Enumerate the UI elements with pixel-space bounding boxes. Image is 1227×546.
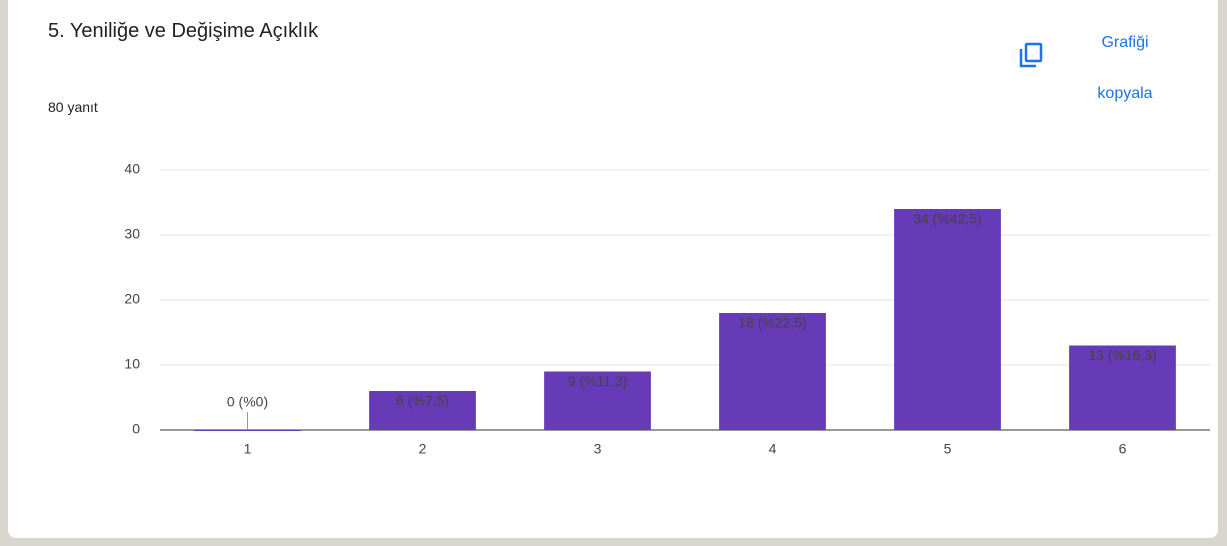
y-tick-label: 30	[124, 226, 140, 242]
x-tick-label: 5	[944, 441, 952, 457]
bar	[194, 430, 301, 431]
bar	[719, 313, 826, 430]
copy-chart-button[interactable]: Grafiği kopyala	[1097, 34, 1153, 102]
data-label: 18 (%22,5)	[738, 315, 806, 331]
y-tick-label: 10	[124, 356, 140, 372]
x-tick-label: 3	[594, 441, 602, 457]
bar	[544, 371, 651, 430]
x-tick-label: 4	[769, 441, 777, 457]
x-tick-label: 6	[1119, 441, 1127, 457]
x-tick-label: 1	[244, 441, 252, 457]
response-count: 80 yanıt	[48, 99, 98, 115]
y-tick-label: 40	[124, 161, 140, 177]
card	[8, 0, 1218, 538]
bar	[894, 209, 1001, 430]
copy-icon[interactable]	[1019, 42, 1043, 68]
bar	[1069, 345, 1176, 430]
data-label: 9 (%11,3)	[568, 373, 628, 389]
data-label: 13 (%16,3)	[1088, 347, 1156, 363]
x-tick-label: 2	[419, 441, 427, 457]
y-tick-label: 0	[132, 421, 140, 437]
data-label: 34 (%42,5)	[913, 211, 981, 227]
bar	[369, 391, 476, 430]
data-label: 0 (%0)	[227, 394, 268, 410]
y-tick-label: 20	[124, 291, 140, 307]
chart-title: 5. Yeniliğe ve Değişime Açıklık	[48, 20, 319, 42]
data-label: 6 (%7,5)	[396, 393, 449, 409]
